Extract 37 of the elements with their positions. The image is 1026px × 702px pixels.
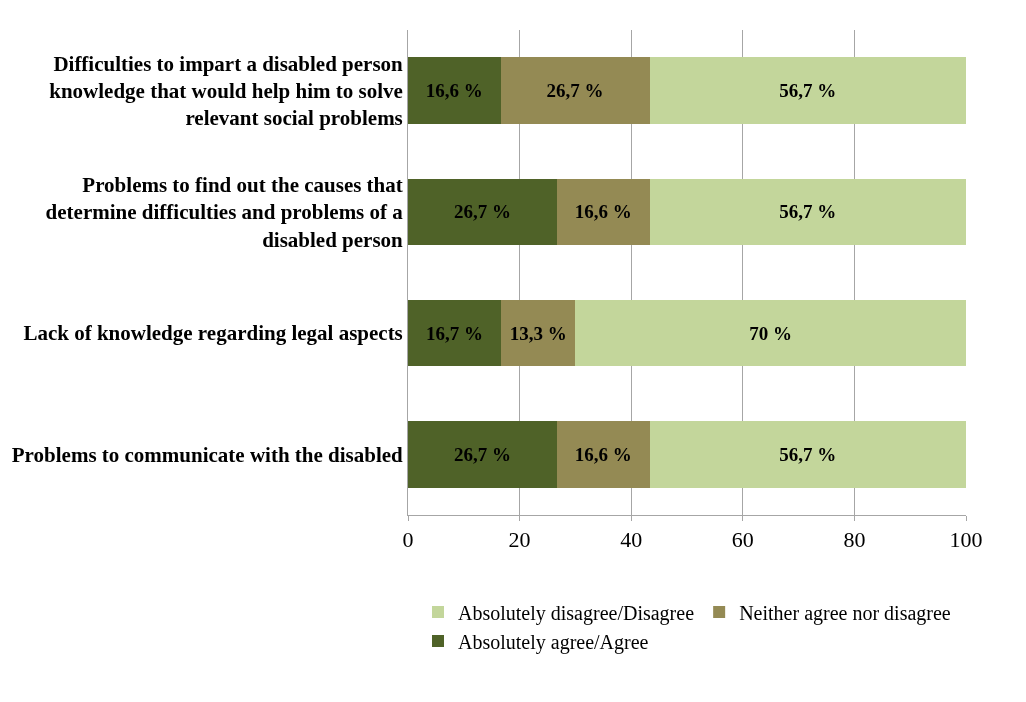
- y-tick-label: Problems to communicate with the disabled: [11, 442, 404, 467]
- bar: [500, 57, 650, 124]
- data-label: 56,7 %: [779, 443, 837, 465]
- bar: [649, 178, 966, 246]
- data-label: 70 %: [749, 322, 793, 344]
- data-label: 16,6 %: [574, 443, 632, 465]
- bar: [408, 57, 501, 124]
- x-tick-label: 0: [402, 527, 414, 553]
- y-tick-label: Lack of knowledge regarding legal aspects: [23, 321, 403, 346]
- data-label: 13,3 %: [509, 322, 567, 344]
- bar: [408, 421, 557, 488]
- data-label: 56,7 %: [779, 80, 837, 102]
- bar: [408, 299, 502, 367]
- bar: [501, 299, 576, 367]
- bar: [649, 57, 966, 124]
- x-tick-label: 40: [620, 527, 643, 553]
- x-tick-label: 80: [843, 527, 866, 553]
- bar: [556, 178, 650, 246]
- bar: [556, 421, 650, 488]
- y-tick-label: Difficulties to impart a disabled person knowledge that would help him to solve relevant social problems: [49, 51, 404, 131]
- data-label: 26,7 %: [453, 443, 511, 465]
- y-tick-label: Problems to find out the causes that determine difficulties and problems of a disabled person: [45, 172, 404, 252]
- legend-label: Neither agree nor disagree: [739, 601, 951, 625]
- x-tick-label: 100: [949, 527, 983, 553]
- data-label: 26,7 %: [546, 80, 604, 102]
- legend-label: Absolutely disagree/Disagree: [458, 601, 695, 625]
- x-tick-label: 20: [508, 527, 531, 553]
- legend-label: Absolutely agree/Agree: [458, 630, 649, 654]
- bar: [408, 178, 557, 246]
- data-label: 56,7 %: [779, 201, 837, 223]
- bar: [575, 299, 966, 367]
- data-label: 26,7 %: [453, 201, 511, 223]
- bar: [649, 421, 966, 488]
- data-label: 16,7 %: [426, 322, 484, 344]
- data-label: 16,6 %: [425, 80, 483, 102]
- data-label: 16,6 %: [574, 201, 632, 223]
- x-tick-label: 60: [731, 527, 754, 553]
